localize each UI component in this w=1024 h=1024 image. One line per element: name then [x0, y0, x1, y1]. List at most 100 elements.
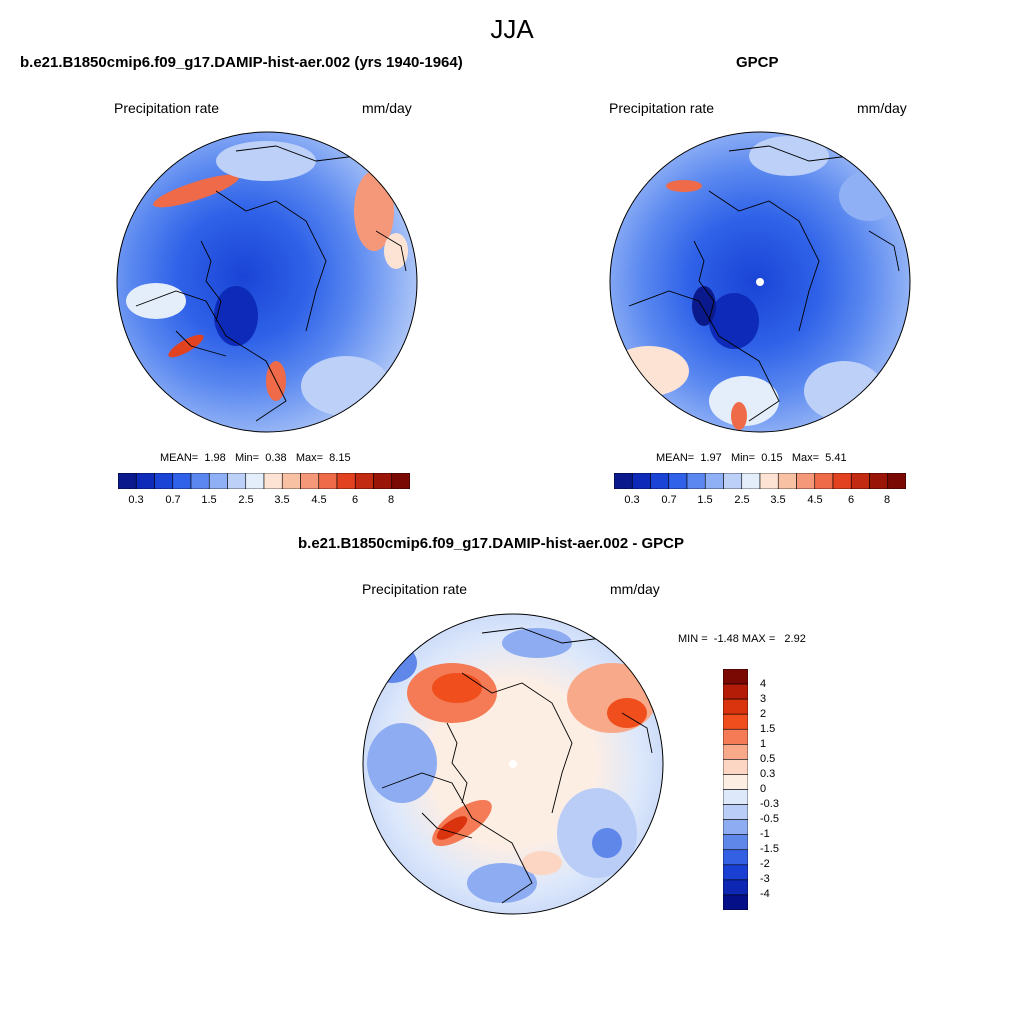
colorbar-swatch: [814, 473, 834, 489]
colorbar-swatch: [759, 473, 779, 489]
colorbar-tick: 3.5: [274, 494, 290, 506]
colorbar-swatch: [777, 473, 797, 489]
colorbar-tick: 0: [760, 783, 767, 795]
colorbar-swatch: [723, 698, 748, 715]
colorbar-swatch: [704, 473, 724, 489]
colorbar-tick: 4.5: [311, 494, 327, 506]
panel-1-title: b.e21.B1850cmip6.f09_g17.DAMIP-hist-aer.…: [20, 54, 463, 71]
colorbar-tick: 3: [760, 693, 767, 705]
colorbar-swatch: [741, 473, 761, 489]
colorbar-swatch: [723, 473, 743, 489]
colorbar-tick: 2.5: [734, 494, 750, 506]
colorbar-swatch: [154, 473, 174, 489]
colorbar-swatch: [631, 473, 651, 489]
colorbar-swatch: [832, 473, 852, 489]
colorbar-tick: 0.5: [760, 753, 776, 765]
colorbar-tick: 0.3: [624, 494, 640, 506]
colorbar-swatch: [723, 894, 748, 910]
colorbar-tick: 6: [351, 494, 359, 506]
colorbar-tick: 3.5: [770, 494, 786, 506]
panel-3-colorbar: [723, 669, 748, 910]
panel-2-polar-map: [609, 131, 911, 433]
panel-1-polar-map: [116, 131, 418, 433]
colorbar-tick: 8: [883, 494, 891, 506]
colorbar-swatch: [391, 473, 410, 489]
colorbar-swatch: [723, 834, 748, 851]
colorbar-swatch: [135, 473, 155, 489]
colorbar-tick: 4: [760, 678, 767, 690]
panel-3-units-label: mm/day: [610, 581, 660, 597]
colorbar-tick: 4.5: [807, 494, 823, 506]
panel-2-units-label: mm/day: [857, 100, 907, 116]
colorbar-swatch: [300, 473, 320, 489]
colorbar-tick: 1: [760, 738, 767, 750]
colorbar-swatch: [850, 473, 870, 489]
panel-3-polar-map: [362, 613, 664, 915]
colorbar-swatch: [245, 473, 265, 489]
colorbar-swatch: [686, 473, 706, 489]
panel-2-colorbar-ticks: 0.3 0.7 1.5 2.5 3.5 4.5 6 8: [614, 494, 906, 508]
colorbar-swatch: [118, 473, 137, 489]
colorbar-tick: 0.7: [661, 494, 677, 506]
colorbar-swatch: [263, 473, 283, 489]
colorbar-swatch: [887, 473, 906, 489]
colorbar-tick: 1.5: [697, 494, 713, 506]
panel-2-colorbar: [614, 473, 906, 489]
colorbar-swatch: [723, 713, 748, 730]
colorbar-tick: -0.3: [760, 798, 779, 810]
colorbar-swatch: [373, 473, 393, 489]
colorbar-swatch: [723, 789, 748, 805]
colorbar-tick: -2: [760, 858, 770, 870]
panel-1-colorbar: [118, 473, 410, 489]
colorbar-swatch: [723, 864, 748, 881]
colorbar-tick: 0.3: [760, 768, 776, 780]
colorbar-swatch: [723, 849, 748, 866]
colorbar-tick: 8: [387, 494, 395, 506]
colorbar-tick: -0.5: [760, 813, 779, 825]
colorbar-swatch: [723, 683, 748, 700]
colorbar-tick: 1.5: [201, 494, 217, 506]
colorbar-swatch: [723, 774, 748, 790]
colorbar-swatch: [723, 804, 748, 820]
colorbar-swatch: [318, 473, 338, 489]
figure-title: JJA: [490, 14, 534, 44]
panel-3-stats: MIN = -1.48 MAX = 2.92: [678, 633, 806, 645]
colorbar-tick: -4: [760, 888, 770, 900]
colorbar-tick: 0.3: [128, 494, 144, 506]
colorbar-tick: -1: [760, 828, 770, 840]
panel-2-title: GPCP: [736, 54, 779, 71]
colorbar-swatch: [723, 879, 748, 896]
colorbar-swatch: [723, 744, 748, 760]
colorbar-swatch: [723, 759, 748, 775]
colorbar-swatch: [869, 473, 889, 489]
colorbar-swatch: [723, 669, 748, 685]
colorbar-swatch: [227, 473, 247, 489]
colorbar-swatch: [723, 728, 748, 745]
colorbar-swatch: [650, 473, 670, 489]
colorbar-tick: -3: [760, 873, 770, 885]
panel-2-stats: MEAN= 1.97 Min= 0.15 Max= 5.41: [656, 452, 847, 464]
colorbar-tick: 2: [760, 708, 767, 720]
panel-1-units-label: mm/day: [362, 100, 412, 116]
colorbar-swatch: [668, 473, 688, 489]
colorbar-swatch: [208, 473, 228, 489]
colorbar-swatch: [614, 473, 633, 489]
colorbar-swatch: [336, 473, 356, 489]
colorbar-tick: -1.5: [760, 843, 779, 855]
colorbar-tick: 2.5: [238, 494, 254, 506]
colorbar-tick: 6: [847, 494, 855, 506]
panel-3-title: b.e21.B1850cmip6.f09_g17.DAMIP-hist-aer.…: [298, 535, 685, 552]
panel-1-colorbar-ticks: 0.3 0.7 1.5 2.5 3.5 4.5 6 8: [118, 494, 410, 508]
colorbar-swatch: [281, 473, 301, 489]
colorbar-tick: 0.7: [165, 494, 181, 506]
panel-1-variable-label: Precipitation rate: [114, 100, 220, 116]
colorbar-swatch: [796, 473, 816, 489]
panel-2-variable-label: Precipitation rate: [609, 100, 715, 116]
colorbar-swatch: [723, 819, 748, 835]
panel-1-stats: MEAN= 1.98 Min= 0.38 Max= 8.15: [160, 452, 351, 464]
colorbar-swatch: [354, 473, 374, 489]
colorbar-swatch: [190, 473, 210, 489]
colorbar-tick: 1.5: [760, 723, 776, 735]
panel-3-variable-label: Precipitation rate: [362, 581, 468, 597]
colorbar-swatch: [172, 473, 192, 489]
